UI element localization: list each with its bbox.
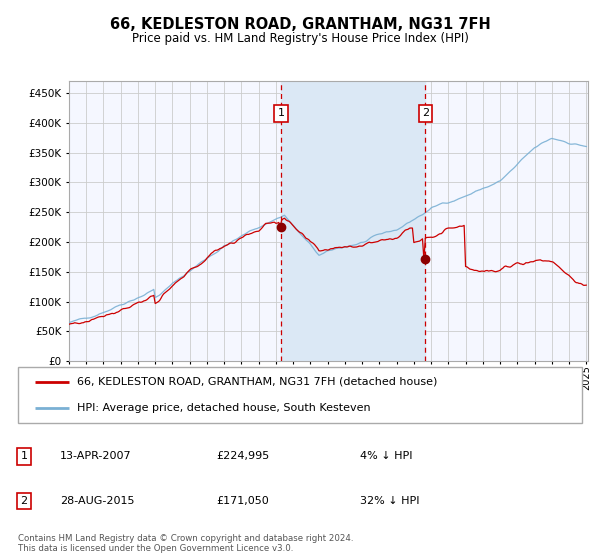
Text: 1: 1 (20, 451, 28, 461)
FancyBboxPatch shape (18, 367, 582, 423)
Text: 66, KEDLESTON ROAD, GRANTHAM, NG31 7FH: 66, KEDLESTON ROAD, GRANTHAM, NG31 7FH (110, 17, 490, 32)
Text: £224,995: £224,995 (216, 451, 269, 461)
Text: 2: 2 (422, 109, 429, 118)
Text: Price paid vs. HM Land Registry's House Price Index (HPI): Price paid vs. HM Land Registry's House … (131, 32, 469, 45)
Text: 32% ↓ HPI: 32% ↓ HPI (360, 496, 419, 506)
Text: £171,050: £171,050 (216, 496, 269, 506)
Text: 28-AUG-2015: 28-AUG-2015 (60, 496, 134, 506)
Text: 1: 1 (277, 109, 284, 118)
Text: 2: 2 (20, 496, 28, 506)
Text: Contains HM Land Registry data © Crown copyright and database right 2024.
This d: Contains HM Land Registry data © Crown c… (18, 534, 353, 553)
Text: HPI: Average price, detached house, South Kesteven: HPI: Average price, detached house, Sout… (77, 403, 371, 413)
Text: 13-APR-2007: 13-APR-2007 (60, 451, 131, 461)
Text: 4% ↓ HPI: 4% ↓ HPI (360, 451, 413, 461)
Bar (281, 81, 425, 361)
Text: 66, KEDLESTON ROAD, GRANTHAM, NG31 7FH (detached house): 66, KEDLESTON ROAD, GRANTHAM, NG31 7FH (… (77, 377, 437, 387)
